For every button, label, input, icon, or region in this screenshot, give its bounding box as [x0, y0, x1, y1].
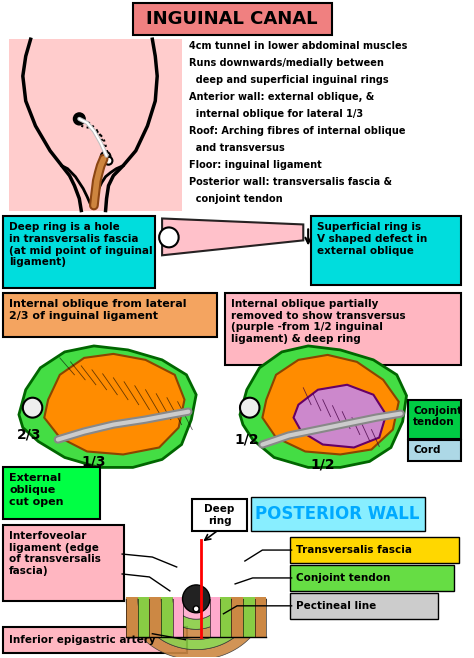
Circle shape	[73, 113, 85, 125]
Circle shape	[240, 397, 259, 418]
Text: deep and superficial inguinal rings: deep and superficial inguinal rings	[189, 75, 389, 85]
Text: Conjoint
tendon: Conjoint tendon	[413, 406, 463, 427]
Text: Conjoint tendon: Conjoint tendon	[295, 573, 390, 583]
Circle shape	[23, 397, 42, 418]
Text: Internal oblique partially
removed to show transversus
(purple -from 1/2 inguina: Internal oblique partially removed to sh…	[231, 299, 406, 344]
FancyBboxPatch shape	[409, 399, 461, 438]
Text: conjoint tendon: conjoint tendon	[189, 193, 283, 203]
Text: Runs downwards/medially between: Runs downwards/medially between	[189, 58, 384, 68]
Polygon shape	[126, 599, 266, 658]
FancyBboxPatch shape	[3, 626, 187, 653]
Text: 1/2: 1/2	[235, 432, 259, 447]
Text: Roof: Arching fibres of internal oblique: Roof: Arching fibres of internal oblique	[189, 126, 406, 136]
Text: Inferior epigastric artery: Inferior epigastric artery	[9, 635, 156, 645]
Text: Deep ring is a hole
in transversalis fascia
(at mid point of inguinal
ligament): Deep ring is a hole in transversalis fas…	[9, 222, 153, 267]
Text: and transversus: and transversus	[189, 143, 285, 153]
Polygon shape	[19, 346, 196, 467]
Bar	[243, 597, 255, 637]
Text: internal oblique for lateral 1/3: internal oblique for lateral 1/3	[189, 109, 364, 119]
Bar	[210, 597, 219, 637]
FancyBboxPatch shape	[3, 293, 217, 337]
Polygon shape	[173, 599, 219, 619]
Polygon shape	[293, 385, 386, 447]
Bar	[219, 597, 231, 637]
Circle shape	[101, 152, 110, 162]
Text: Deep
ring: Deep ring	[204, 505, 235, 526]
Text: 2/3: 2/3	[17, 428, 41, 442]
Circle shape	[182, 585, 210, 613]
Text: Interfoveolar
ligament (edge
of transversalis
fascia): Interfoveolar ligament (edge of transver…	[9, 531, 101, 576]
Text: Internal oblique from lateral
2/3 of inguinal ligament: Internal oblique from lateral 2/3 of ing…	[9, 299, 187, 320]
Bar	[138, 597, 149, 637]
Text: Floor: inguinal ligament: Floor: inguinal ligament	[189, 160, 322, 170]
FancyBboxPatch shape	[3, 525, 124, 601]
Polygon shape	[149, 599, 243, 640]
Text: Transversalis fascia: Transversalis fascia	[295, 545, 411, 555]
Polygon shape	[138, 599, 255, 649]
Polygon shape	[263, 355, 399, 455]
Text: Anterior wall: external oblique, &: Anterior wall: external oblique, &	[189, 92, 374, 102]
Circle shape	[105, 157, 112, 164]
Bar	[161, 597, 173, 637]
Text: External
oblique
cut open: External oblique cut open	[9, 473, 64, 507]
FancyBboxPatch shape	[409, 440, 461, 461]
Bar	[126, 597, 138, 637]
Text: Pectineal line: Pectineal line	[295, 601, 376, 611]
Text: Cord: Cord	[413, 445, 441, 455]
FancyBboxPatch shape	[290, 537, 459, 563]
FancyBboxPatch shape	[225, 293, 461, 365]
Text: Posterior wall: transversalis fascia &: Posterior wall: transversalis fascia &	[189, 176, 392, 187]
Polygon shape	[162, 218, 303, 255]
Polygon shape	[240, 346, 407, 467]
Polygon shape	[9, 39, 182, 211]
FancyBboxPatch shape	[3, 467, 100, 519]
Text: 1/3: 1/3	[82, 455, 106, 468]
Polygon shape	[161, 599, 231, 629]
FancyBboxPatch shape	[290, 565, 454, 591]
FancyBboxPatch shape	[3, 216, 155, 288]
Bar	[149, 597, 161, 637]
FancyBboxPatch shape	[251, 497, 425, 531]
Bar	[255, 597, 266, 637]
Text: POSTERIOR WALL: POSTERIOR WALL	[255, 505, 419, 523]
Circle shape	[193, 606, 199, 612]
Circle shape	[159, 228, 179, 247]
Text: 1/2: 1/2	[310, 457, 335, 471]
Text: Superficial ring is
V shaped defect in
external oblique: Superficial ring is V shaped defect in e…	[317, 222, 427, 256]
Polygon shape	[44, 354, 184, 455]
FancyBboxPatch shape	[290, 593, 438, 619]
FancyBboxPatch shape	[192, 499, 247, 531]
FancyBboxPatch shape	[311, 216, 461, 285]
Text: 4cm tunnel in lower abdominal muscles: 4cm tunnel in lower abdominal muscles	[189, 41, 408, 51]
Bar	[231, 597, 243, 637]
FancyBboxPatch shape	[133, 3, 331, 36]
Bar	[173, 597, 182, 637]
Text: INGUINAL CANAL: INGUINAL CANAL	[146, 11, 318, 28]
